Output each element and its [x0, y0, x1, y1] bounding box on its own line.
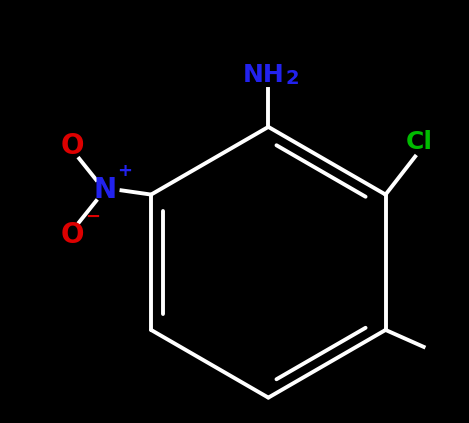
Text: NH: NH	[243, 63, 285, 87]
Text: +: +	[117, 162, 132, 180]
Text: O: O	[61, 132, 84, 160]
Text: N: N	[93, 176, 116, 204]
Text: O: O	[61, 221, 84, 249]
Text: −: −	[85, 208, 100, 226]
Text: 2: 2	[285, 69, 299, 88]
Text: Cl: Cl	[406, 130, 433, 154]
